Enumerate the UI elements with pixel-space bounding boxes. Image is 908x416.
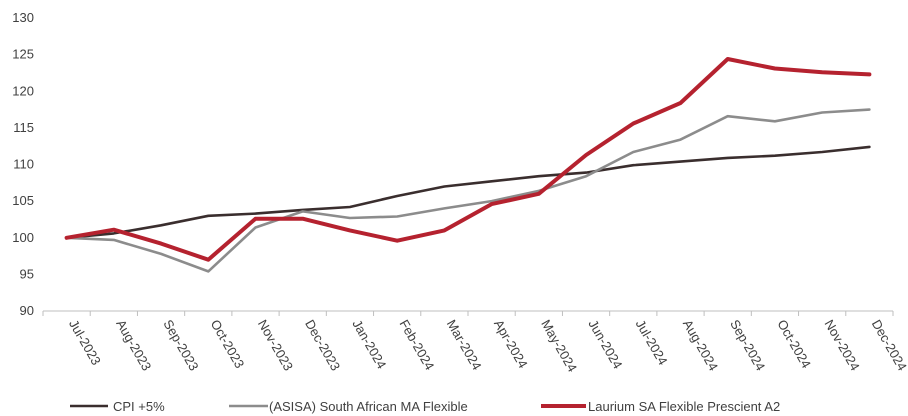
legend-item-1: CPI +5%: [70, 399, 165, 414]
y-tick-label: 105: [12, 193, 34, 208]
legend-item-2: (ASISA) South African MA Flexible: [229, 399, 468, 414]
x-tick-label: Oct-2024: [774, 317, 814, 371]
x-tick-label: Jul-2023: [66, 317, 104, 368]
y-axis: 90 95 100 105 110 115 120 125 130: [12, 10, 34, 318]
x-axis: Jul-2023 Aug-2023 Sep-2023 Oct-2023 Nov-2023…: [42, 310, 908, 375]
x-tick-label: Aug-2024: [680, 317, 721, 373]
x-tick-label: Apr-2024: [491, 317, 531, 371]
y-tick-label: 120: [12, 83, 34, 98]
x-tick-label: Aug-2023: [113, 317, 154, 373]
legend-label: Laurium SA Flexible Prescient A2: [588, 399, 780, 414]
x-tick-label: Nov-2024: [822, 317, 863, 373]
y-tick-label: 130: [12, 10, 34, 25]
x-tick-label: Jun-2024: [585, 317, 625, 371]
x-tick-label: Jan-2024: [349, 317, 389, 371]
y-tick-label: 125: [12, 47, 34, 62]
x-tick-label: May-2024: [538, 317, 580, 375]
x-tick-label: Jul-2024: [633, 317, 671, 368]
y-tick-label: 95: [20, 266, 34, 281]
x-tick-label: Oct-2023: [208, 317, 248, 371]
legend: CPI +5% (ASISA) South African MA Flexible…: [70, 399, 780, 414]
x-tick-label: Nov-2023: [255, 317, 296, 373]
x-tick-label: Sep-2024: [727, 317, 768, 373]
x-tick-label: Dec-2023: [302, 317, 343, 373]
series-line-1: [65, 145, 871, 240]
x-tick-label: Dec-2024: [869, 317, 908, 373]
x-tick-label: Feb-2024: [397, 317, 438, 373]
legend-label: (ASISA) South African MA Flexible: [269, 399, 468, 414]
series-line-3: [64, 57, 872, 262]
y-tick-label: 90: [20, 303, 34, 318]
y-tick-label: 115: [13, 120, 34, 135]
y-tick-label: 110: [13, 157, 34, 172]
x-tick-label: Mar-2024: [444, 317, 485, 373]
legend-item-3: Laurium SA Flexible Prescient A2: [541, 399, 780, 414]
series-layer: [64, 57, 872, 273]
legend-label: CPI +5%: [113, 399, 165, 414]
y-tick-label: 100: [12, 230, 34, 245]
series-line-2: [65, 108, 871, 273]
x-tick-label: Sep-2023: [160, 317, 201, 373]
